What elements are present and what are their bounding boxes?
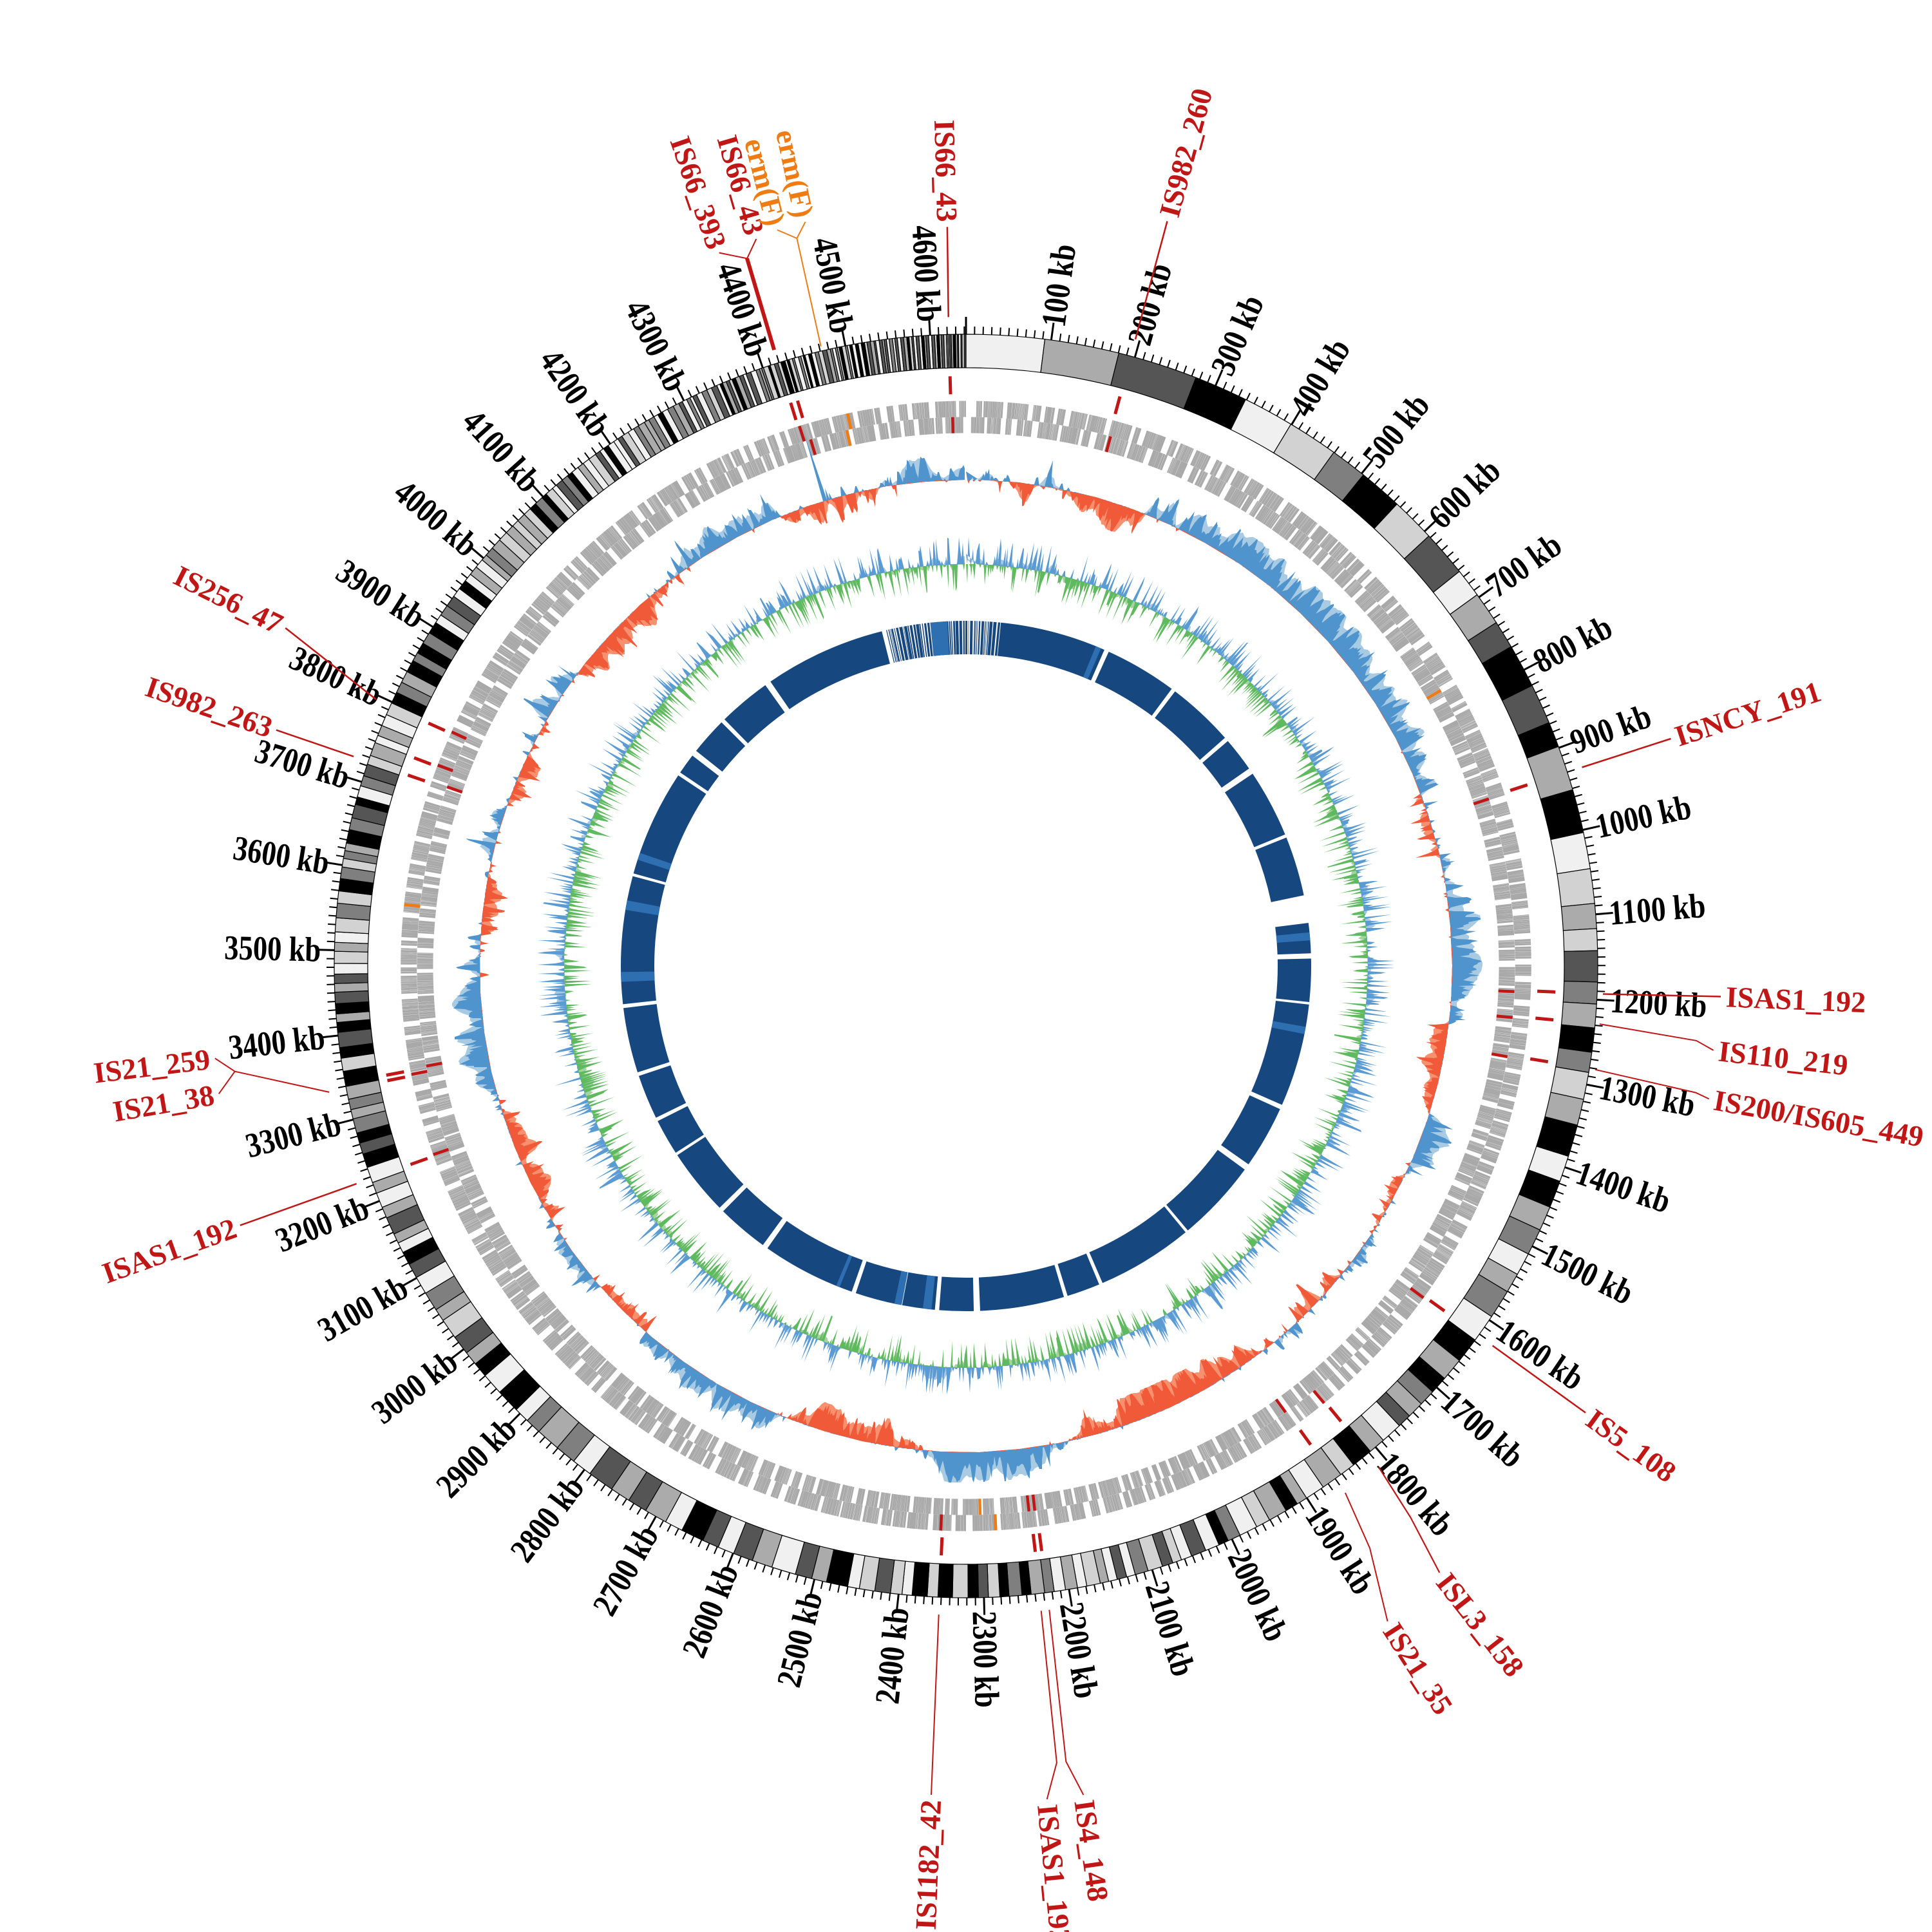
svg-text:1200 kb: 1200 kb [1609,981,1708,1025]
svg-text:1100 kb: 1100 kb [1607,886,1707,933]
svg-text:IS66_43: IS66_43 [928,119,963,222]
svg-text:IS1182_42: IS1182_42 [909,1799,947,1931]
svg-text:2300 kb: 2300 kb [965,1611,1007,1709]
svg-text:3500 kb: 3500 kb [224,928,321,969]
svg-text:ISAS1_192: ISAS1_192 [1725,980,1866,1019]
svg-text:4600 kb: 4600 kb [905,224,949,323]
